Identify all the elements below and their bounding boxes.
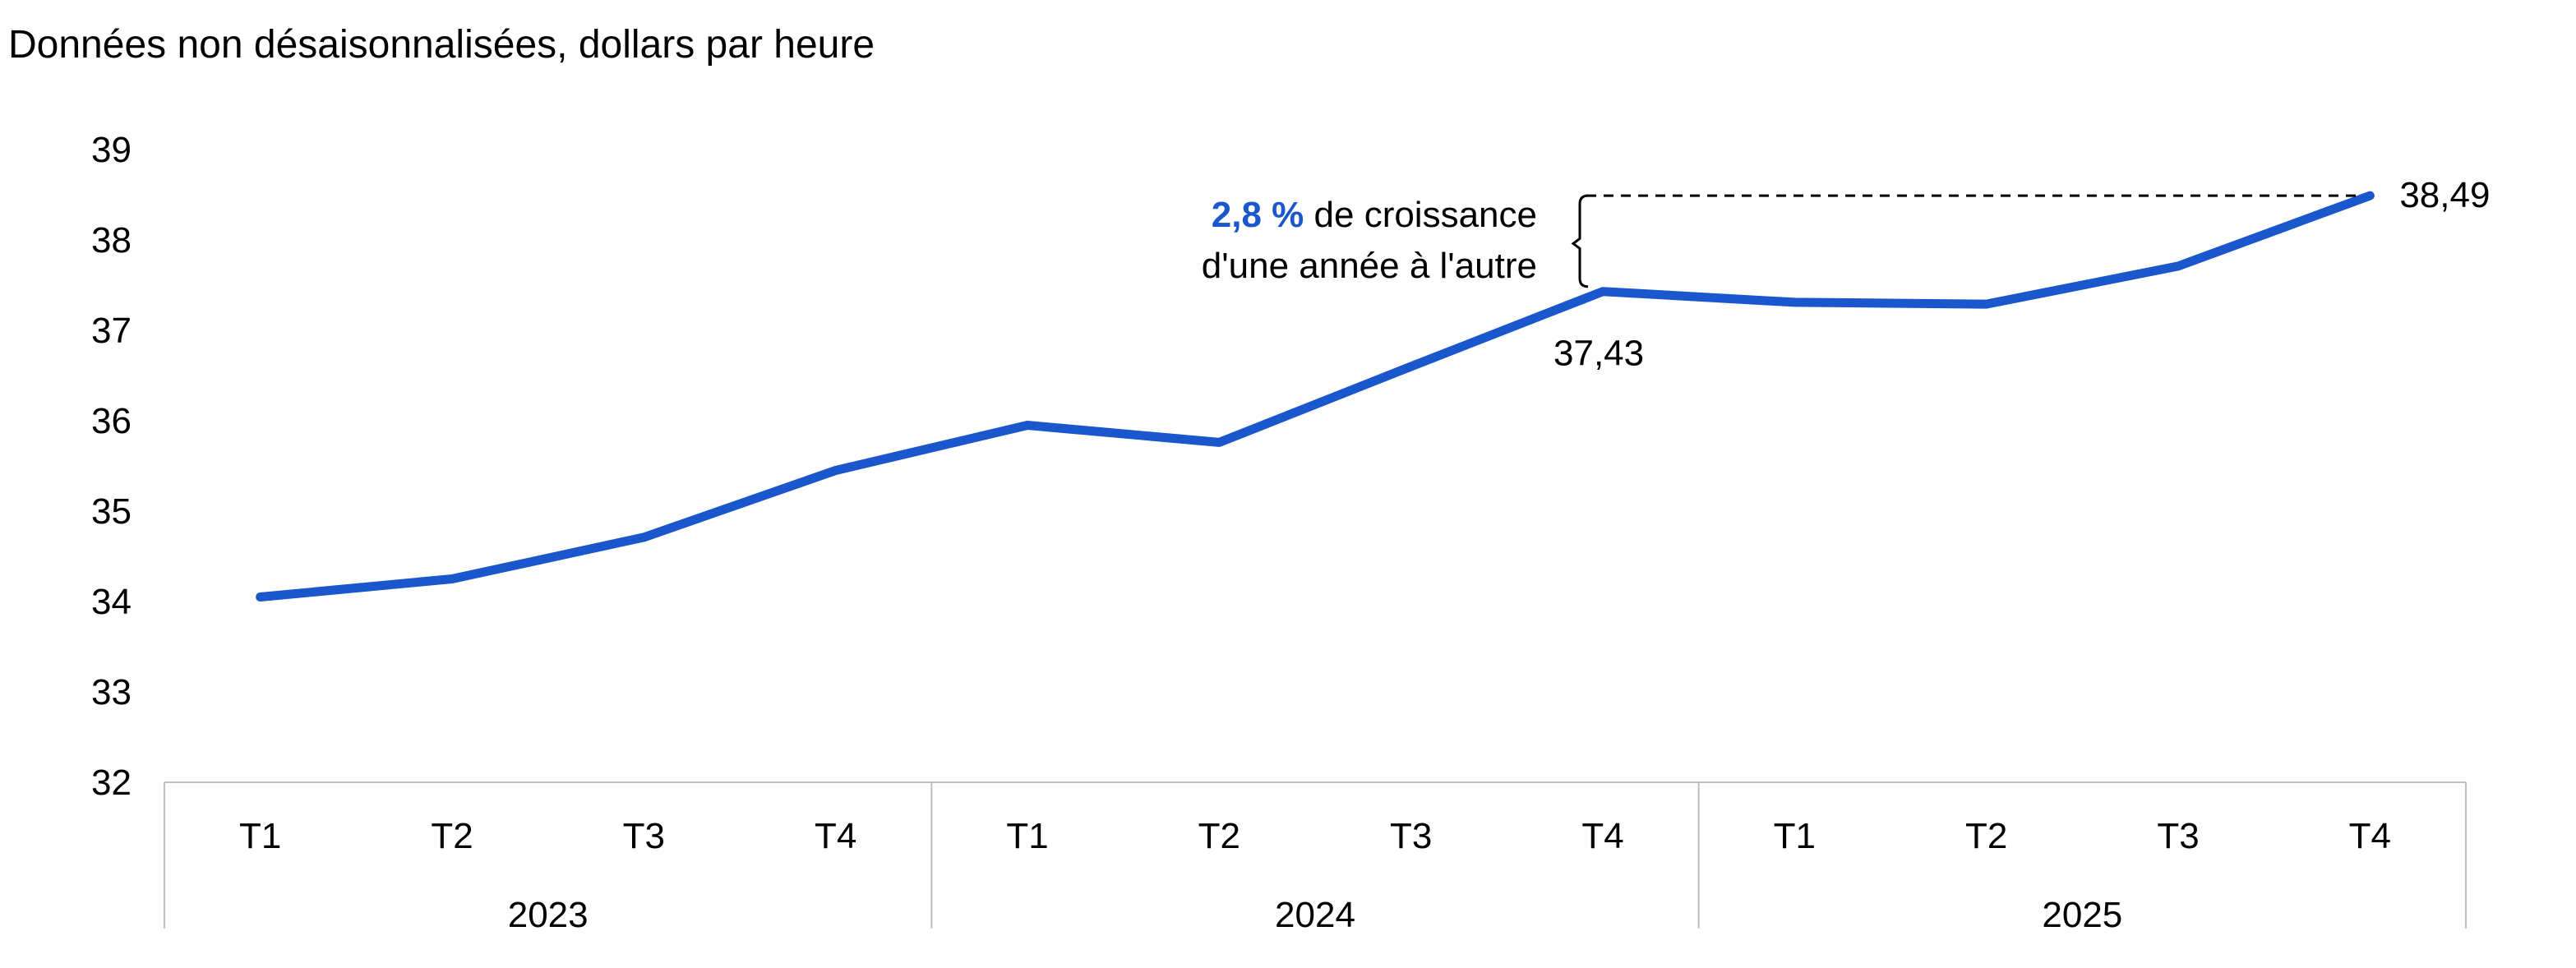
y-tick-label: 36 <box>91 401 132 441</box>
quarter-label: T2 <box>1198 816 1240 856</box>
series-line <box>256 191 2375 602</box>
year-label: 2025 <box>2042 895 2122 935</box>
quarter-label: T4 <box>815 816 856 856</box>
year-label: 2024 <box>1275 895 1355 935</box>
quarter-label: T2 <box>431 816 473 856</box>
quarter-label: T3 <box>623 816 665 856</box>
annotation-line-2: d'une année à l'autre <box>1202 246 1537 286</box>
growth-percent: 2,8 % <box>1212 195 1304 235</box>
chart-title: Données non désaisonnalisées, dollars pa… <box>8 23 875 67</box>
year-label: 2023 <box>508 895 589 935</box>
y-tick-label: 33 <box>91 672 132 712</box>
quarter-label: T1 <box>1774 816 1816 856</box>
y-tick-label: 32 <box>91 763 132 803</box>
brace-icon <box>1571 194 1589 288</box>
data-label: 38,49 <box>2399 175 2490 215</box>
quarter-label: T1 <box>239 816 281 856</box>
annotation-text-1: de croissance <box>1304 195 1537 235</box>
quarter-label: T4 <box>1581 816 1623 856</box>
y-tick-label: 34 <box>91 582 132 622</box>
quarter-label: T2 <box>1965 816 2007 856</box>
y-tick-label: 38 <box>91 220 132 260</box>
y-tick-label: 39 <box>91 130 132 170</box>
y-tick-label: 37 <box>91 311 132 351</box>
quarter-label: T3 <box>1390 816 1432 856</box>
growth-annotation: 2,8 % de croissance d'une année à l'autr… <box>1202 194 2362 288</box>
data-label: 37,43 <box>1553 334 1644 374</box>
quarter-label: T3 <box>2157 816 2199 856</box>
annotation-line-1: 2,8 % de croissance <box>1212 195 1537 235</box>
quarter-label: T1 <box>1006 816 1048 856</box>
y-tick-label: 35 <box>91 491 132 532</box>
quarter-label: T4 <box>2349 816 2391 856</box>
